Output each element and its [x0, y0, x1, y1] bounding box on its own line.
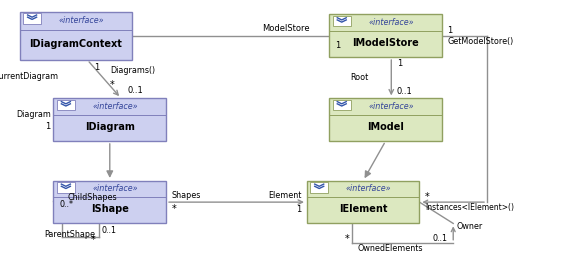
Text: *: * [91, 235, 96, 245]
Text: «interface»: «interface» [92, 184, 138, 193]
Text: CurrentDiagram: CurrentDiagram [0, 72, 59, 81]
Text: 0..1: 0..1 [397, 87, 413, 96]
Text: *: * [172, 204, 176, 214]
Text: Shapes: Shapes [172, 191, 201, 200]
Text: «interface»: «interface» [368, 18, 414, 27]
Bar [57, 100, 75, 110]
Text: 0..1: 0..1 [128, 86, 144, 95]
Bar [23, 13, 41, 24]
Text: «interface»: «interface» [368, 102, 414, 111]
Text: Owner: Owner [456, 222, 482, 231]
Bar [20, 12, 132, 60]
Bar [53, 98, 166, 141]
Text: 0..1: 0..1 [101, 226, 117, 235]
Text: ChildShapes: ChildShapes [68, 193, 117, 202]
Text: 1: 1 [46, 122, 51, 131]
Text: 1: 1 [296, 205, 301, 213]
Text: ModelStore: ModelStore [262, 24, 310, 33]
Bar [57, 182, 75, 192]
Text: Diagrams(): Diagrams() [110, 66, 155, 75]
Text: 1: 1 [397, 59, 402, 68]
Bar [333, 100, 351, 110]
Bar [310, 182, 328, 192]
Text: ParentShape: ParentShape [44, 230, 96, 239]
Text: 0..*: 0..* [59, 200, 73, 209]
Text: IDiagram: IDiagram [85, 122, 135, 132]
Text: «interface»: «interface» [59, 16, 105, 25]
Text: Root: Root [351, 73, 369, 82]
Text: IDiagramContext: IDiagramContext [30, 39, 122, 49]
Text: Instances<IElement>(): Instances<IElement>() [425, 203, 514, 211]
Text: *: * [110, 79, 114, 90]
Text: *: * [345, 233, 349, 244]
Text: IModel: IModel [367, 122, 404, 132]
Text: GetModelStore(): GetModelStore() [448, 37, 514, 46]
Text: OwnedElements: OwnedElements [358, 244, 423, 253]
Bar [329, 98, 442, 141]
Text: 1: 1 [448, 26, 453, 35]
Text: 1: 1 [335, 41, 340, 50]
Text: «interface»: «interface» [92, 102, 138, 111]
Text: Element: Element [268, 191, 301, 200]
Text: *: * [425, 192, 430, 202]
Text: IShape: IShape [91, 204, 129, 214]
Text: IElement: IElement [339, 204, 387, 214]
Bar [329, 14, 442, 57]
Text: IModelStore: IModelStore [352, 38, 419, 48]
Text: 0..1: 0..1 [432, 234, 448, 243]
Bar [53, 181, 166, 223]
Text: 1: 1 [94, 63, 99, 72]
Text: «interface»: «interface» [346, 184, 392, 193]
Bar [333, 16, 351, 26]
Text: Diagram: Diagram [16, 110, 51, 119]
Bar [307, 181, 419, 223]
